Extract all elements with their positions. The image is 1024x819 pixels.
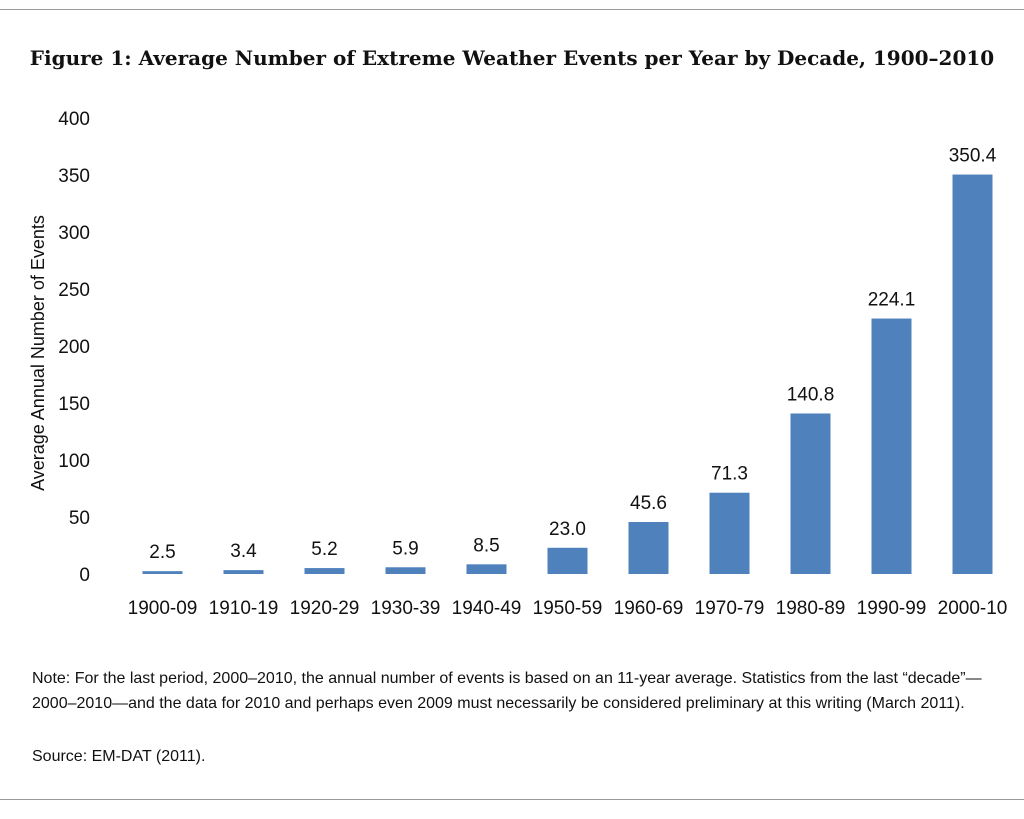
bar [547,547,588,574]
data-label: 45.6 [630,493,667,514]
y-tick-label: 50 [69,508,90,529]
bottom-rule [0,799,1024,800]
figure-source: Source: EM-DAT (2011). [32,748,206,765]
x-tick-label: 1920-29 [290,598,360,619]
bar [142,571,183,574]
bar [709,492,750,574]
x-tick-label: 1940-49 [452,598,522,619]
top-rule [0,9,1024,10]
figure-title: Figure 1: Average Number of Extreme Weat… [29,46,995,70]
data-label: 2.5 [149,542,175,563]
y-tick-label: 400 [58,109,90,130]
bar [952,174,993,574]
y-tick-label: 200 [58,337,90,358]
bar [466,564,507,574]
data-label: 5.2 [311,539,337,560]
bar [871,318,912,574]
y-tick-label: 100 [58,451,90,472]
bar [790,413,831,574]
y-tick-label: 250 [58,280,90,301]
y-tick-label: 350 [58,166,90,187]
data-label: 140.8 [787,384,835,405]
y-axis-title: Average Annual Number of Events [28,215,48,491]
bar [223,570,264,574]
data-label: 8.5 [473,535,499,556]
y-tick-label: 300 [58,223,90,244]
x-tick-label: 1980-89 [776,598,846,619]
data-label: 3.4 [230,541,257,562]
x-tick-label: 1950-59 [533,598,603,619]
y-tick-label: 150 [58,394,90,415]
bar [628,522,669,574]
data-label: 71.3 [711,464,748,485]
data-label: 224.1 [868,290,916,311]
x-tick-label: 2000-10 [938,598,1008,619]
data-label: 350.4 [949,146,997,167]
x-tick-label: 1970-79 [695,598,765,619]
x-tick-label: 1900-09 [128,598,198,619]
figure-note: Note: For the last period, 2000–2010, th… [32,670,982,712]
bar-chart: Average Annual Number of Events 0 50 100 150… [28,109,1008,619]
data-label: 23.0 [549,519,586,540]
x-tick-label: 1910-19 [209,598,279,619]
bar [304,568,345,574]
x-tick-label: 1960-69 [614,598,684,619]
data-label: 5.9 [392,538,418,559]
y-tick-label: 0 [79,565,90,586]
x-tick-label: 1990-99 [857,598,927,619]
bar [385,567,426,574]
x-tick-label: 1930-39 [371,598,441,619]
